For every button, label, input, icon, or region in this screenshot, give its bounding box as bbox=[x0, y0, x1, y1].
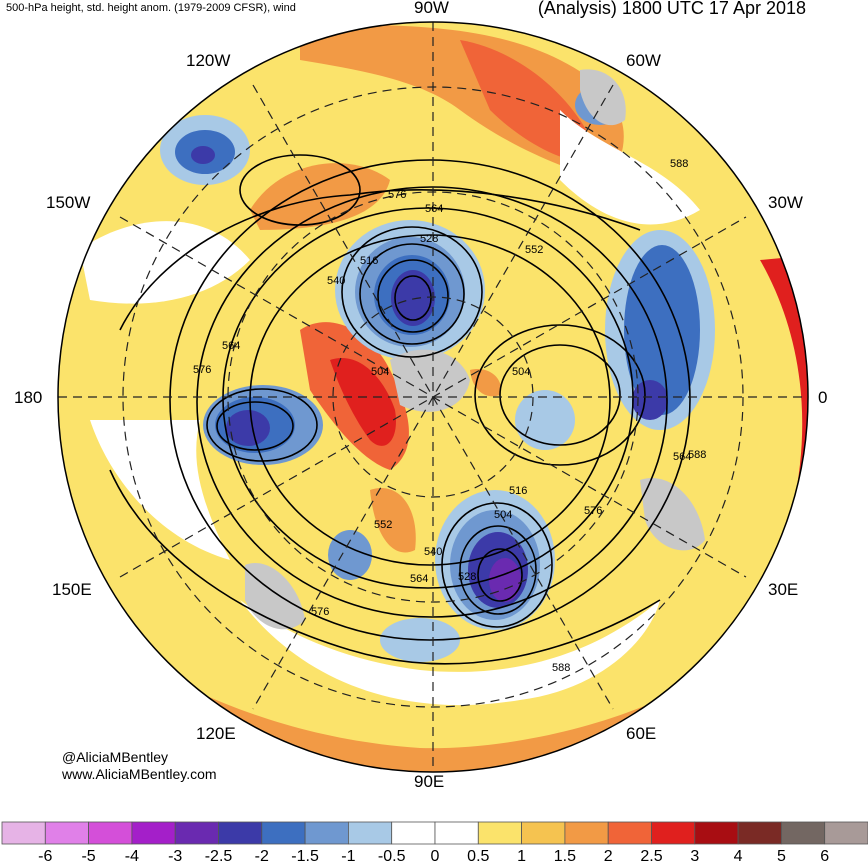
contour-label: 564 bbox=[673, 451, 692, 463]
contour-label: 516 bbox=[360, 255, 379, 267]
colorbar-tick-label: 2 bbox=[603, 848, 613, 865]
colorbar-tick-label: -2.5 bbox=[204, 848, 233, 865]
contour-label: 504 bbox=[494, 509, 513, 521]
colorbar-tick-label: -6 bbox=[38, 848, 53, 865]
lon-label-90e: 90E bbox=[414, 772, 445, 791]
contour-label: 528 bbox=[420, 233, 439, 245]
colorbar-swatch bbox=[434, 821, 479, 845]
graticule bbox=[58, 22, 808, 772]
lon-label-30e: 30E bbox=[768, 580, 799, 599]
colorbar-swatch bbox=[564, 821, 609, 845]
colorbar-swatch bbox=[44, 821, 89, 845]
colorbar-swatch bbox=[88, 821, 133, 845]
lon-label-180: 180 bbox=[14, 388, 43, 407]
colorbar bbox=[1, 821, 868, 845]
lon-label-0: 0 bbox=[818, 388, 828, 407]
credit-website: www.AliciaMBentley.com bbox=[62, 766, 217, 782]
contour-label: 504 bbox=[371, 366, 390, 378]
contour-label: 576 bbox=[311, 606, 330, 618]
colorbar-tick-label: -5 bbox=[81, 848, 96, 865]
contour-label: 588 bbox=[552, 662, 571, 674]
contour-label: 576 bbox=[193, 364, 212, 376]
colorbar-tick-label: 2.5 bbox=[640, 848, 663, 865]
map-title: (Analysis) 1800 UTC 17 Apr 2018 bbox=[537, 0, 806, 18]
contour-label: 576 bbox=[388, 189, 407, 201]
contour-label: 552 bbox=[374, 519, 393, 531]
colorbar-swatch bbox=[824, 821, 868, 845]
contour-label: 540 bbox=[327, 275, 346, 287]
colorbar-swatch bbox=[651, 821, 696, 845]
contour-label: 504 bbox=[512, 366, 531, 378]
contour-label: 588 bbox=[688, 449, 707, 461]
colorbar-tick-label: 5 bbox=[776, 848, 786, 865]
lon-label-120w: 120W bbox=[186, 51, 231, 70]
contour-label: 564 bbox=[425, 203, 444, 215]
colorbar-swatch bbox=[521, 821, 566, 845]
colorbar-swatch bbox=[694, 821, 739, 845]
colorbar-swatch bbox=[261, 821, 306, 845]
height-contours bbox=[109, 154, 691, 665]
colorbar-tick-label: -2 bbox=[254, 848, 269, 865]
lon-label-90w: 90W bbox=[414, 0, 449, 17]
colorbar-swatch bbox=[131, 821, 176, 845]
colorbar-swatch bbox=[477, 821, 522, 845]
colorbar-tick-label: -1 bbox=[341, 848, 356, 865]
map-subtitle: 500-hPa height, std. height anom. (1979-… bbox=[6, 2, 296, 14]
contour-label: 564 bbox=[222, 340, 241, 352]
colorbar-tick-label: 0.5 bbox=[467, 848, 490, 865]
contour-label: 552 bbox=[525, 244, 544, 256]
anomaly-field bbox=[58, 22, 808, 772]
lon-label-30w: 30W bbox=[768, 193, 803, 212]
contour-label: 516 bbox=[509, 485, 528, 497]
colorbar-swatch bbox=[347, 821, 393, 845]
map-border bbox=[57, 21, 809, 773]
lon-label-120e: 120E bbox=[196, 724, 236, 743]
colorbar-swatch bbox=[218, 821, 263, 845]
colorbar-tick-label: -3 bbox=[168, 848, 183, 865]
lon-label-150e: 150E bbox=[52, 580, 92, 599]
colorbar-swatch bbox=[781, 821, 826, 845]
contour-label: 576 bbox=[584, 505, 603, 517]
colorbar-tick-label: 6 bbox=[820, 848, 830, 865]
colorbar-tick-label: -1.5 bbox=[291, 848, 319, 865]
contour-label: 528 bbox=[458, 571, 477, 583]
colorbar-tick-label: 0 bbox=[430, 848, 440, 865]
lon-label-60e: 60E bbox=[626, 724, 657, 743]
credit-twitter: @AliciaMBentley bbox=[62, 749, 169, 765]
colorbar-tick-label: 1.5 bbox=[553, 848, 577, 865]
lon-label-150w: 150W bbox=[46, 193, 91, 212]
colorbar-tick-label: -0.5 bbox=[377, 848, 406, 865]
contour-label: 564 bbox=[410, 573, 429, 585]
contour-label: 540 bbox=[424, 546, 443, 558]
contour-label: 588 bbox=[670, 158, 689, 170]
colorbar-swatch bbox=[174, 821, 219, 845]
colorbar-swatch bbox=[607, 821, 652, 845]
lon-label-60w: 60W bbox=[626, 51, 661, 70]
colorbar-tick-label: 1 bbox=[517, 848, 527, 865]
colorbar-swatch bbox=[391, 821, 436, 845]
colorbar-tick-label: 4 bbox=[733, 848, 743, 865]
colorbar-tick-label: -4 bbox=[124, 848, 140, 865]
colorbar-swatch bbox=[304, 821, 349, 845]
colorbar-tick-label: 3 bbox=[690, 848, 700, 865]
colorbar-swatch bbox=[737, 821, 782, 845]
colorbar-swatch bbox=[1, 821, 46, 845]
